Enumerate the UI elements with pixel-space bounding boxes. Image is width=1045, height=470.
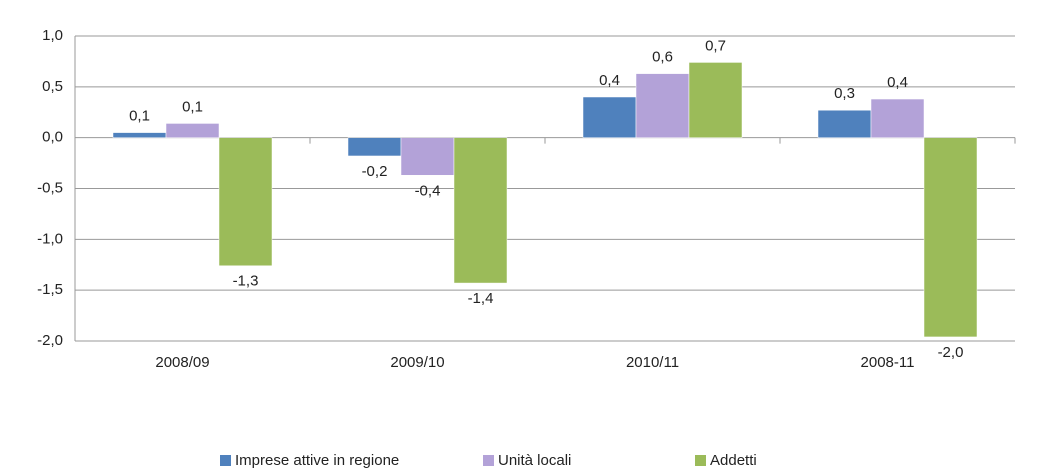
data-label: 0,4 bbox=[887, 74, 908, 91]
bar bbox=[218, 137, 273, 267]
bar bbox=[347, 137, 402, 157]
x-tick-label: 2009/10 bbox=[390, 354, 444, 371]
bar bbox=[635, 73, 690, 138]
legend-swatch bbox=[483, 455, 494, 466]
bar bbox=[870, 98, 925, 138]
x-tick-label: 2008-11 bbox=[861, 354, 915, 371]
legend-label: Imprese attive in regione bbox=[235, 452, 399, 469]
data-label: -0,4 bbox=[415, 182, 441, 199]
bar bbox=[165, 123, 220, 138]
y-tick-label: 0,5 bbox=[42, 78, 63, 95]
y-tick-label: 1,0 bbox=[42, 27, 63, 44]
data-label: 0,7 bbox=[705, 37, 726, 54]
legend-label: Unità locali bbox=[498, 452, 571, 469]
legend-swatch bbox=[220, 455, 231, 466]
data-label: -0,2 bbox=[362, 163, 388, 180]
data-label: -1,4 bbox=[468, 290, 494, 307]
bar bbox=[582, 96, 637, 138]
bar bbox=[400, 137, 455, 176]
data-label: -1,3 bbox=[233, 273, 259, 290]
bar bbox=[923, 137, 978, 338]
bar bbox=[112, 132, 167, 138]
x-tick-label: 2008/09 bbox=[155, 354, 209, 371]
data-label: 0,6 bbox=[652, 49, 673, 66]
data-label: 0,1 bbox=[182, 98, 203, 115]
data-label: 0,4 bbox=[599, 72, 620, 89]
legend-swatch bbox=[695, 455, 706, 466]
data-label: 0,1 bbox=[129, 108, 150, 125]
data-label: -2,0 bbox=[938, 344, 964, 361]
legend-label: Addetti bbox=[710, 452, 757, 469]
y-tick-label: 0,0 bbox=[42, 129, 63, 146]
data-label: 0,3 bbox=[834, 85, 855, 102]
bar bbox=[817, 109, 872, 138]
y-tick-label: -2,0 bbox=[37, 332, 63, 349]
y-tick-label: -1,5 bbox=[37, 281, 63, 298]
x-tick-label: 2010/11 bbox=[626, 354, 679, 371]
bar bbox=[688, 62, 743, 138]
y-tick-label: -1,0 bbox=[37, 230, 63, 247]
y-tick-label: -0,5 bbox=[37, 179, 63, 196]
bar bbox=[453, 137, 508, 284]
